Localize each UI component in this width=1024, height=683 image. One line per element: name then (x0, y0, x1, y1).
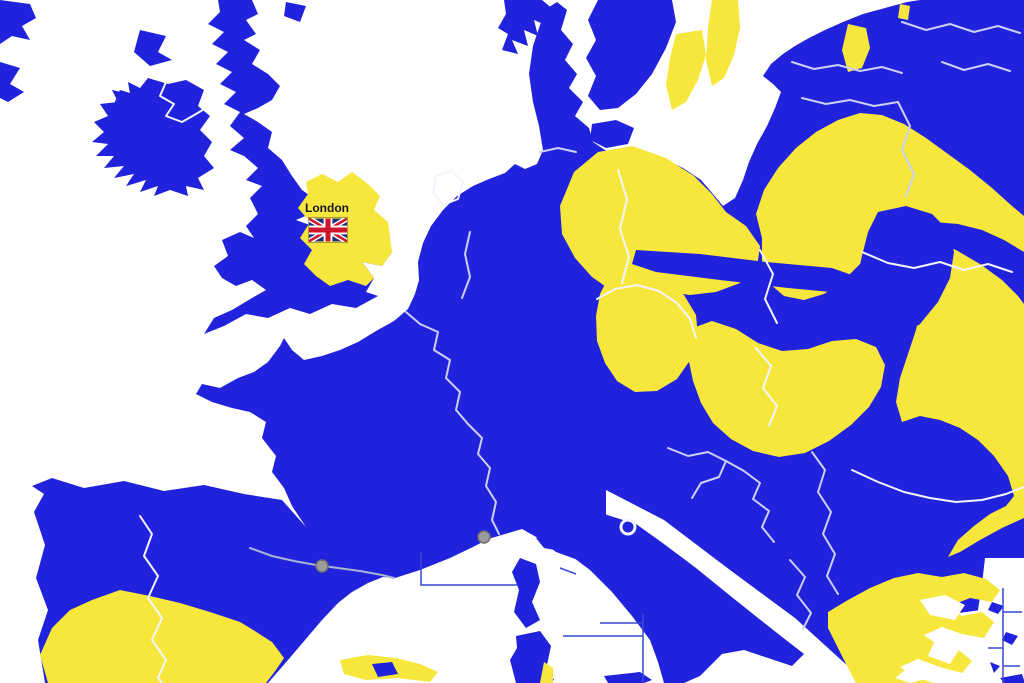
region-continental-europe (32, 0, 1024, 683)
region-corsica (512, 558, 540, 628)
border-albania (789, 559, 812, 630)
zone-east-steppe-band (896, 240, 1024, 557)
union-jack-flag-icon (308, 217, 348, 243)
border-northern-ireland (159, 81, 207, 123)
border-netherlands-germany (461, 231, 471, 299)
london-flag-marker[interactable]: London (305, 201, 361, 243)
country-borders (139, 21, 1024, 683)
zone-greece (828, 573, 1000, 683)
region-aegean-islet-4 (1000, 674, 1024, 683)
border-portugal-spain (139, 515, 167, 683)
sea-aegean-hole-3 (895, 670, 930, 683)
zone-sweden-east-coast (666, 30, 706, 110)
border-germany-denmark (539, 147, 577, 153)
region-italy (536, 514, 804, 683)
border-oder (617, 169, 630, 284)
region-orkney (284, 2, 306, 22)
border-czech-ring (596, 284, 697, 339)
border-belarus-ukraine (861, 251, 1013, 273)
zone-gotland (706, 0, 740, 86)
region-danish-islands (590, 120, 634, 148)
sea-aegean-hole-1 (920, 595, 965, 620)
region-east-blue-blob (854, 206, 954, 342)
zone-belarus-band (756, 113, 1024, 300)
border-estonia-latvia (901, 21, 1021, 34)
gray-dot-marker-pyrenees (315, 559, 329, 573)
region-aegean-islet-3 (990, 662, 1000, 673)
sea-west-mediterranean (268, 529, 676, 683)
gray-dot-marker-riviera (477, 530, 491, 544)
region-south-norway (498, 0, 554, 54)
region-ireland (92, 78, 214, 196)
london-label: London (305, 201, 349, 215)
region-hebrides (0, 0, 36, 44)
border-france-italy-swiss (467, 423, 500, 535)
zone-baltic-patch-small (842, 24, 870, 72)
maritime-lines (420, 552, 1022, 683)
zone-pannonia (688, 321, 885, 457)
region-islay (114, 90, 140, 110)
ring-marker-adriatic (619, 518, 637, 536)
border-russia-belarus (897, 101, 915, 197)
border-latvia-russia (941, 61, 1011, 72)
region-mallorca-blue (372, 662, 398, 677)
zone-corner-spot (898, 4, 910, 20)
region-skye (134, 30, 172, 66)
sea-aegean-hole-2 (928, 640, 960, 664)
region-sicily-edge (604, 672, 652, 683)
border-poland-ukraine (759, 249, 778, 324)
border-baltics-2 (801, 97, 899, 107)
region-south-sweden (586, 0, 676, 110)
border-hungary-romania (755, 347, 778, 427)
border-ijsselmeer (432, 170, 464, 206)
region-aegean-islet-1 (988, 602, 1004, 614)
maritime-line-riviera-tick (559, 567, 577, 575)
border-romania-bulgaria (851, 469, 1024, 503)
border-france-belgium-germany (405, 311, 469, 425)
region-hebrides-south (0, 62, 24, 102)
zone-sardinia-tip (540, 662, 553, 683)
border-bosnia-serbia (725, 460, 775, 543)
region-silesia-stripe (632, 250, 866, 294)
region-aegean-islet-2 (1002, 632, 1018, 645)
border-serbia-bulgaria (811, 451, 839, 595)
border-baltics-1 (791, 61, 903, 74)
zone-south-iberia (40, 590, 284, 683)
maritime-line-corsica-box (420, 552, 517, 586)
zone-bohemia-lobe (596, 271, 698, 392)
